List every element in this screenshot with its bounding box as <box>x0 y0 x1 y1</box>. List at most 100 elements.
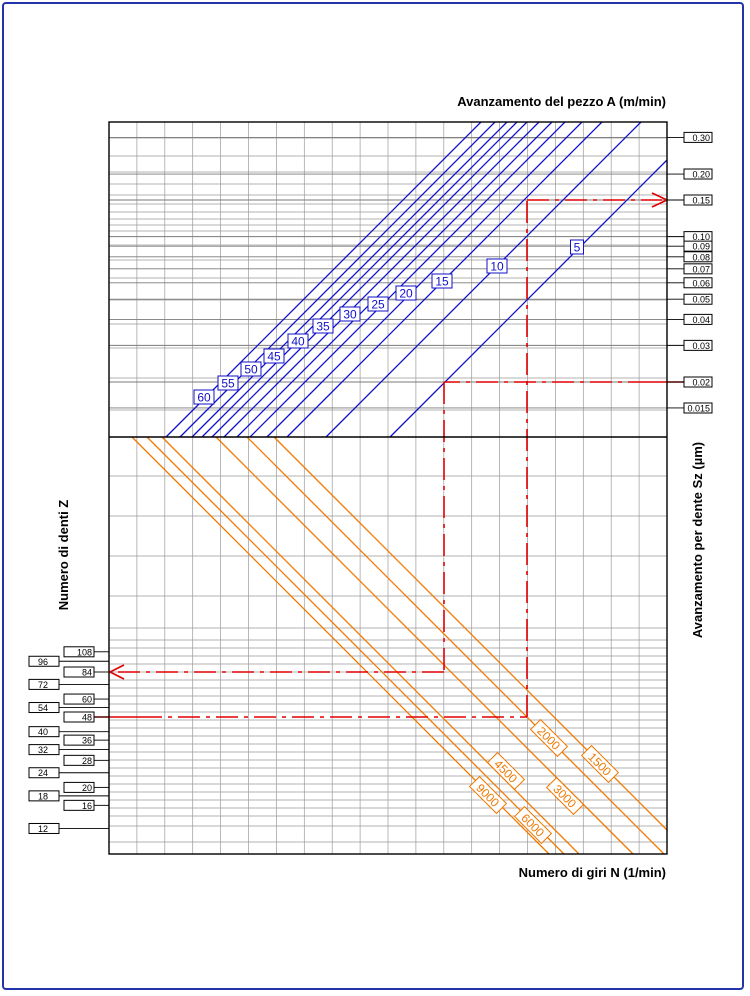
z-tick-outer: 24 <box>28 767 109 779</box>
feed-line-20 <box>266 121 583 438</box>
z-tick-label: 40 <box>38 727 48 737</box>
sz-tick-box <box>683 277 713 289</box>
feed-label-box <box>339 306 361 322</box>
z-tick-label: 32 <box>38 745 48 755</box>
z-tick-inner: 108 <box>63 646 109 658</box>
z-tick-outer: 54 <box>28 702 109 714</box>
sz-tick: 0.06 <box>667 277 713 289</box>
z-tick-box <box>63 734 95 746</box>
z-tick-label: 36 <box>82 736 92 746</box>
path-arrow <box>108 664 125 680</box>
sz-tick-box <box>683 339 713 351</box>
feed-label-text: 45 <box>267 350 281 364</box>
z-tick-box <box>63 693 95 705</box>
feed-label-text: 40 <box>291 335 305 349</box>
z-tick-inner: 28 <box>63 754 109 766</box>
feed-label-60: 60 <box>193 389 215 405</box>
sz-tick-label: 0.04 <box>692 315 710 325</box>
title-top: Avanzamento del pezzo A (m/min) <box>457 94 666 109</box>
sz-tick: 0.05 <box>667 293 713 305</box>
sz-tick-box <box>683 240 713 252</box>
example-path-2 <box>108 381 684 680</box>
feed-label-box <box>431 273 453 289</box>
rpm-label-box <box>468 775 508 815</box>
z-tick-inner: 36 <box>63 734 109 746</box>
feed-label-box <box>395 285 417 301</box>
sz-tick: 0.15 <box>667 194 713 206</box>
z-tick-label: 28 <box>82 756 92 766</box>
feed-label-box <box>486 258 508 274</box>
sz-tick: 0.015 <box>667 402 713 414</box>
z-tick-box <box>28 744 60 756</box>
feed-label-text: 35 <box>316 320 330 334</box>
feed-label-box <box>312 318 334 334</box>
sz-tick: 0.30 <box>667 131 713 143</box>
z-tick-box <box>63 781 95 793</box>
z-tick-label: 84 <box>82 668 92 678</box>
sz-tick-label: 0.09 <box>692 242 710 252</box>
z-tick-inner: 84 <box>63 666 109 678</box>
z-tick-box <box>28 822 60 834</box>
z-tick-inner: 16 <box>63 799 109 811</box>
z-tick-box <box>28 790 60 802</box>
z-tick-label: 16 <box>82 801 92 811</box>
z-tick-label: 108 <box>77 647 92 657</box>
z-tick-label: 18 <box>38 791 48 801</box>
feed-label-text: 50 <box>244 363 258 377</box>
rpm-label-box <box>580 744 620 784</box>
z-tick-box <box>28 655 60 667</box>
z-tick-outer: 40 <box>28 726 109 738</box>
sz-tick-label: 0.02 <box>692 378 710 388</box>
sz-tick: 0.09 <box>667 240 713 252</box>
sz-tick-label: 0.08 <box>692 252 710 262</box>
feed-label-text: 10 <box>490 260 504 274</box>
sz-tick-label: 0.03 <box>692 341 710 351</box>
rpm-label-box <box>486 751 526 791</box>
sz-tick-box <box>683 293 713 305</box>
feed-label-10: 10 <box>486 258 508 274</box>
sz-tick-label: 0.30 <box>692 133 710 143</box>
sz-tick-box <box>683 251 713 263</box>
feed-label-20: 20 <box>395 285 417 301</box>
feed-line-30 <box>236 121 553 438</box>
feed-label-25: 25 <box>367 296 389 312</box>
feed-label-box <box>240 361 262 377</box>
sz-tick: 0.08 <box>667 251 713 263</box>
rpm-line-6000 <box>146 436 565 855</box>
feed-label-box <box>570 239 584 255</box>
feed-label-box <box>263 348 285 364</box>
feed-label-30: 30 <box>339 306 361 322</box>
z-tick-label: 12 <box>38 824 48 834</box>
z-tick-box <box>28 726 60 738</box>
feed-label-text: 5 <box>574 241 581 255</box>
feed-label-text: 15 <box>435 275 449 289</box>
z-axis-ticks: 108 84 60 48 36 28 20 16 96 72 54 40 32 24 18 12 <box>28 646 109 834</box>
feed-label-55: 55 <box>217 375 239 391</box>
feed-label-5: 5 <box>570 239 584 255</box>
feed-line-40 <box>211 121 528 438</box>
rpm-label-box <box>513 805 553 845</box>
right-axis-label: Avanzamento per dente Sz (µm) <box>690 442 705 638</box>
x-axis-label: Numero di giri N (1/min) <box>519 865 666 880</box>
feed-line-5 <box>389 159 668 438</box>
sz-tick-box <box>683 263 713 275</box>
z-tick-inner: 48 <box>63 711 109 723</box>
sz-tick-label: 0.10 <box>692 232 710 242</box>
rpm-label-box <box>545 776 585 816</box>
rpm-label-box <box>529 718 569 758</box>
sz-tick-label: 0.06 <box>692 278 710 288</box>
feed-label-text: 60 <box>197 391 211 405</box>
rpm-line-4500 <box>161 436 580 855</box>
feed-line-35 <box>223 121 540 438</box>
rpm-lines <box>131 436 668 855</box>
z-tick-label: 20 <box>82 783 92 793</box>
feed-label-50: 50 <box>240 361 262 377</box>
sz-tick-label: 0.15 <box>692 196 710 206</box>
sz-tick-label: 0.07 <box>692 264 710 274</box>
sz-tick: 0.02 <box>667 376 713 388</box>
feed-label-box <box>287 333 309 349</box>
z-tick-label: 24 <box>38 768 48 778</box>
left-axis-label: Numero di denti Z <box>56 500 71 611</box>
feed-line-25 <box>249 121 566 438</box>
